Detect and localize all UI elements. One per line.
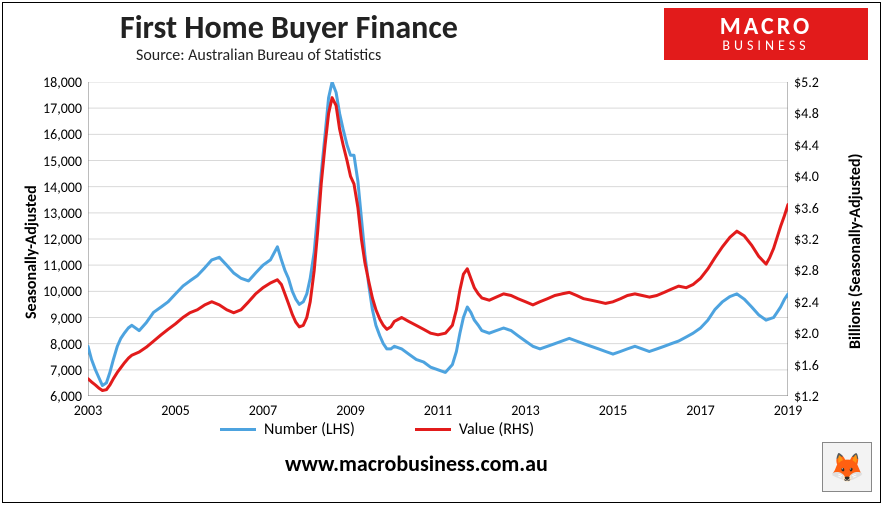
axis-tick-label: 11,000: [43, 257, 82, 274]
axis-tick-label: 16,000: [43, 126, 82, 143]
axis-tick-label: 7,000: [50, 362, 82, 379]
axis-tick-label: 15,000: [43, 153, 82, 170]
axis-tick-label: $2.8: [794, 262, 819, 279]
axis-tick-label: 2017: [686, 402, 714, 419]
axis-tick-label: $3.2: [794, 231, 819, 248]
axis-tick-label: 2015: [599, 402, 627, 419]
legend-swatch-value: [415, 428, 451, 431]
y-axis-left-label: Seasonally-Adjusted: [22, 185, 41, 319]
brand-logo-line1: MACRO: [720, 14, 812, 39]
fox-icon: 🦊: [822, 442, 872, 492]
axis-tick-label: 2005: [161, 402, 189, 419]
chart-title: First Home Buyer Finance: [120, 8, 458, 47]
axis-tick-label: 10,000: [43, 283, 82, 300]
axis-tick-label: $5.2: [794, 74, 819, 91]
series-number-lhs-: [88, 82, 788, 386]
chart-subtitle: Source: Australian Bureau of Statistics: [136, 46, 381, 65]
axis-tick-label: 8,000: [50, 336, 82, 353]
axis-tick-label: 2007: [249, 402, 277, 419]
legend-item-value: Value (RHS): [415, 420, 534, 439]
legend-label-value: Value (RHS): [459, 420, 534, 439]
axis-tick-label: $1.6: [794, 357, 819, 374]
axis-tick-label: 17,000: [43, 100, 82, 117]
axis-tick-label: $4.8: [794, 105, 819, 122]
axis-tick-label: 2011: [424, 402, 452, 419]
axis-tick-label: 13,000: [43, 205, 82, 222]
axis-tick-label: 2009: [336, 402, 364, 419]
brand-logo: MACRO BUSINESS: [664, 8, 868, 60]
fox-glyph: 🦊: [830, 450, 865, 485]
axis-tick-label: 18,000: [43, 74, 82, 91]
chart-legend: Number (LHS) Value (RHS): [220, 420, 534, 439]
chart-plot-area: [88, 82, 788, 396]
axis-tick-label: 14,000: [43, 179, 82, 196]
axis-tick-label: $4.0: [794, 168, 819, 185]
series-value-rhs-: [88, 98, 788, 391]
axis-tick-label: $4.4: [794, 137, 819, 154]
axis-tick-label: 12,000: [43, 231, 82, 248]
axis-tick-label: 2019: [774, 402, 802, 419]
brand-logo-line2: BUSINESS: [722, 39, 809, 54]
website-url: www.macrobusiness.com.au: [285, 450, 548, 477]
axis-tick-label: $3.6: [794, 200, 819, 217]
axis-tick-label: 2003: [74, 402, 102, 419]
y-axis-right-label: Billions (Seasonally-Adjusted): [846, 153, 865, 349]
axis-tick-label: $2.0: [794, 325, 819, 342]
legend-swatch-number: [220, 428, 256, 431]
axis-tick-label: 2013: [511, 402, 539, 419]
axis-tick-label: 9,000: [50, 310, 82, 327]
legend-item-number: Number (LHS): [220, 420, 355, 439]
axis-tick-label: $2.4: [794, 294, 819, 311]
legend-label-number: Number (LHS): [264, 420, 355, 439]
